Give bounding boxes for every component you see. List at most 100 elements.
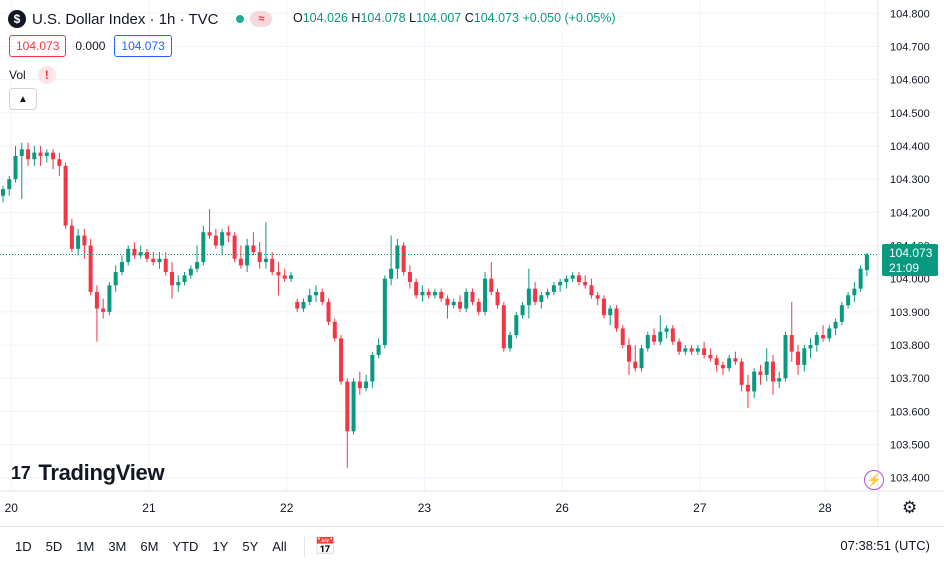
candle-body xyxy=(526,288,531,306)
candle xyxy=(420,285,425,302)
candle xyxy=(508,331,513,352)
live-dot-icon xyxy=(236,15,245,23)
candle xyxy=(601,295,606,319)
candle xyxy=(770,354,775,395)
candle xyxy=(220,228,225,256)
candle-body xyxy=(420,291,425,296)
candle xyxy=(620,325,625,349)
candle-body xyxy=(551,285,556,292)
range-button-1y[interactable]: 1Y xyxy=(212,539,229,554)
range-button-all[interactable]: All xyxy=(272,539,287,554)
candle-body xyxy=(144,252,149,259)
open-label: O xyxy=(293,11,303,25)
candle-body xyxy=(395,245,400,269)
candle xyxy=(414,278,419,299)
range-button-1m[interactable]: 1M xyxy=(76,539,95,554)
candle xyxy=(689,345,694,355)
bolt-icon[interactable]: ⚡ xyxy=(864,470,884,490)
symbol-legend[interactable]: $ U.S. Dollar Index · 1h · TVC ≈ xyxy=(8,8,273,30)
candle-body xyxy=(558,281,563,286)
vol-label: Vol xyxy=(9,68,26,82)
candle-body xyxy=(132,248,137,256)
range-button-6m[interactable]: 6M xyxy=(140,539,159,554)
candle xyxy=(714,354,719,372)
candle xyxy=(370,351,375,389)
candle xyxy=(282,268,287,282)
candle xyxy=(814,331,819,352)
candle-body xyxy=(226,232,231,236)
symbol-title[interactable]: U.S. Dollar Index · 1h · TVC xyxy=(32,10,219,28)
buy-button[interactable]: 104.073 xyxy=(114,35,172,57)
trade-buttons: 104.073 0.000 104.073 xyxy=(9,35,172,57)
candle-body xyxy=(201,232,206,263)
range-button-1d[interactable]: 1D xyxy=(15,539,32,554)
candle xyxy=(589,278,594,299)
candle xyxy=(314,285,318,302)
candle xyxy=(727,354,732,372)
candle xyxy=(483,272,488,316)
candle-body xyxy=(802,348,807,365)
candle-body xyxy=(157,258,162,263)
candle xyxy=(26,142,31,166)
candle xyxy=(213,228,218,249)
candle xyxy=(708,348,713,362)
candle xyxy=(808,338,813,359)
candle-body xyxy=(464,291,469,309)
calendar-icon[interactable]: 📅 xyxy=(314,536,336,556)
candle-body xyxy=(314,291,318,296)
candle-body xyxy=(564,278,569,282)
bottom-toolbar: 1D 5D 1M 3M 6M YTD 1Y 5Y All 📅 07:38:51 (UTC) xyxy=(0,526,944,566)
candle-body xyxy=(846,295,851,306)
candle-body xyxy=(689,348,694,352)
candle xyxy=(182,272,187,286)
candle-body xyxy=(796,351,801,365)
candle-body xyxy=(370,354,375,382)
candle xyxy=(858,265,863,292)
candle-body xyxy=(601,298,606,316)
range-buttons: 1D 5D 1M 3M 6M YTD 1Y 5Y All xyxy=(8,539,294,554)
candle-body xyxy=(583,281,588,286)
candle-body xyxy=(545,291,550,296)
volume-legend[interactable]: Vol ! xyxy=(9,66,56,84)
candlestick-chart[interactable]: 104.800 104.700 104.600 104.500 104.400 104.3… xyxy=(0,0,944,526)
range-button-3m[interactable]: 3M xyxy=(108,539,127,554)
candle xyxy=(583,275,588,289)
wave-icon[interactable]: ≈ xyxy=(250,11,273,27)
logo-text: TradingView xyxy=(38,460,165,485)
candle xyxy=(739,358,744,392)
candle-body xyxy=(683,348,688,352)
candle xyxy=(670,325,675,346)
candle-body xyxy=(151,258,156,263)
tradingview-logo[interactable]: 17 TradingView xyxy=(11,460,165,486)
sell-button[interactable]: 104.073 xyxy=(9,35,67,57)
candle-body xyxy=(445,298,450,306)
chevron-up-icon[interactable]: ▲ xyxy=(9,88,37,110)
candle xyxy=(745,374,750,409)
candle-body xyxy=(288,275,293,279)
last-price-value: 104.073 xyxy=(889,246,933,260)
candle-body xyxy=(476,301,481,312)
range-button-5d[interactable]: 5D xyxy=(45,539,63,554)
candle xyxy=(658,315,663,346)
candle xyxy=(307,288,312,306)
candle-body xyxy=(758,371,763,375)
candle xyxy=(69,218,74,253)
range-button-ytd[interactable]: YTD xyxy=(172,539,199,554)
candle xyxy=(19,142,24,200)
warning-icon[interactable]: ! xyxy=(37,66,56,84)
candle xyxy=(320,288,325,306)
candle-body xyxy=(702,348,707,355)
candle-body xyxy=(213,235,218,246)
chart-area[interactable]: 104.800 104.700 104.600 104.500 104.400 104.3… xyxy=(0,0,944,526)
clock-readout[interactable]: 07:38:51 (UTC) xyxy=(840,538,930,553)
candle-body xyxy=(858,268,863,289)
candle xyxy=(226,225,231,243)
candle xyxy=(76,228,81,256)
candle-body xyxy=(320,291,325,302)
candle xyxy=(627,338,631,375)
candle-body xyxy=(770,361,775,382)
gear-icon[interactable]: ⚙ xyxy=(902,498,918,517)
candle-body xyxy=(282,275,287,279)
candle-body xyxy=(414,281,419,296)
range-button-5y[interactable]: 5Y xyxy=(242,539,259,554)
